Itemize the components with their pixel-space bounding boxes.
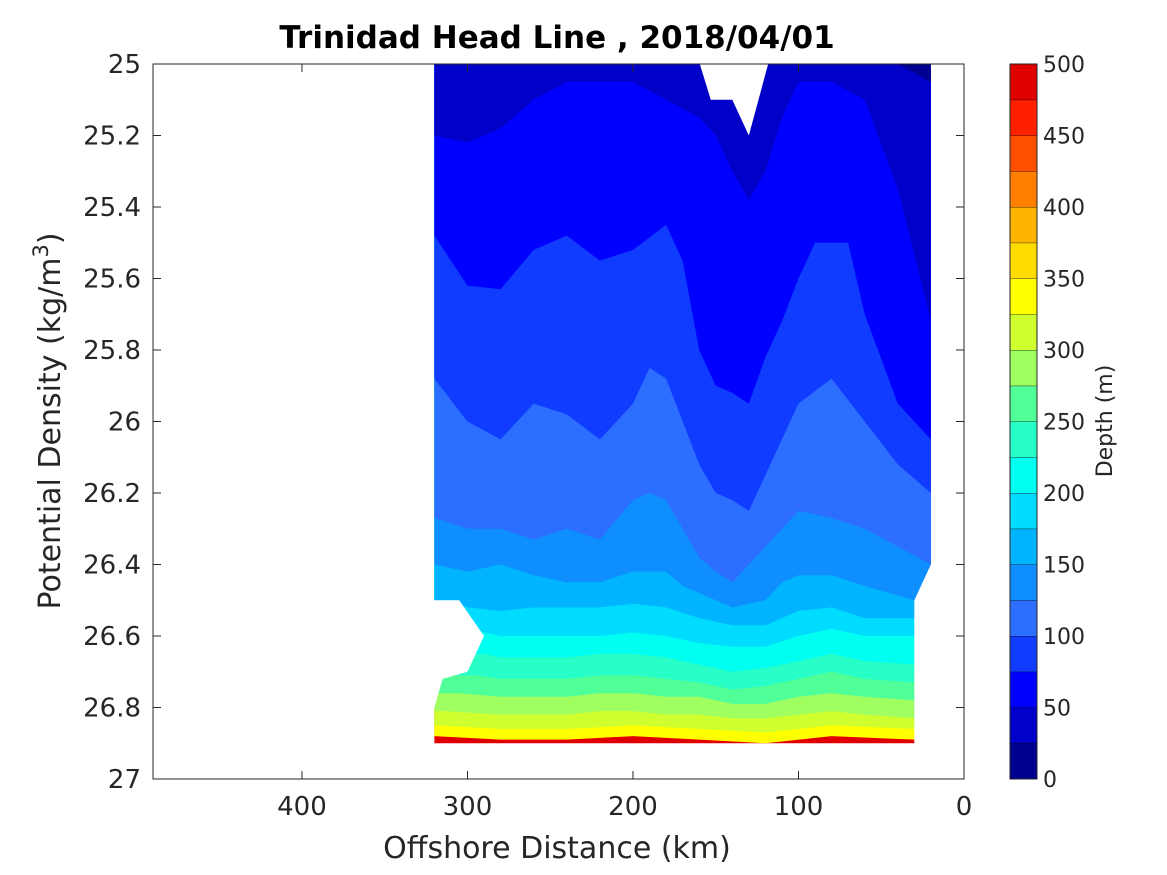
no-data-region	[914, 564, 933, 746]
colorbar-segment	[1010, 671, 1037, 708]
colorbar-tick-label: 350	[1043, 268, 1085, 293]
x-axis-title: Offshore Distance (km)	[383, 831, 731, 866]
colorbar-frame	[1009, 63, 1038, 780]
colorbar-segment	[1010, 135, 1037, 172]
y-tick-label: 26.6	[83, 622, 141, 652]
colorbar-segment	[1010, 278, 1037, 315]
y-tick-label: 26.2	[83, 479, 141, 509]
colorbar-tick-label: 100	[1043, 625, 1085, 650]
no-data-region	[432, 600, 485, 708]
x-tick-label: 0	[956, 792, 973, 822]
contour-band	[434, 64, 931, 322]
y-tick-label: 25.6	[83, 265, 141, 295]
colorbar-tick-label: 300	[1043, 339, 1085, 364]
colorbar-segment	[1010, 707, 1037, 744]
colorbar-tick-label: 150	[1043, 554, 1085, 579]
colorbar-segment	[1010, 314, 1037, 350]
contour-band	[434, 64, 931, 440]
colorbar-segment	[1010, 457, 1037, 493]
colorbar-segment	[1010, 207, 1037, 243]
colorbar-segment	[1010, 350, 1037, 386]
y-axis-ticks: 25 25.2 25.4 25.6 25.8 26 26.2 26.4 26.6 26.8 27	[83, 50, 964, 795]
colorbar-segment	[1010, 64, 1037, 100]
colorbar-tick-label: 50	[1043, 697, 1071, 722]
contour-fill-layer	[432, 64, 933, 746]
y-tick-label: 25.2	[83, 122, 141, 152]
colorbar-tick-label: 0	[1043, 768, 1057, 793]
colorbar-segment	[1010, 99, 1037, 136]
colorbar-segment	[1010, 242, 1037, 279]
chart-title: Trinidad Head Line , 2018/04/01	[279, 20, 834, 56]
y-tick-label: 25	[108, 50, 141, 80]
colorbar-segment	[1010, 743, 1037, 779]
colorbar-title: Depth (m)	[1093, 365, 1118, 478]
y-tick-label: 26	[108, 408, 141, 438]
y-tick-label: 27	[108, 765, 141, 795]
y-tick-label: 25.4	[83, 193, 141, 223]
colorbar-segment	[1010, 493, 1037, 529]
colorbar: 0 50 100 150 200 250 300 350 400 450 500	[1009, 53, 1085, 793]
colorbar-tick-label: 500	[1043, 53, 1085, 78]
y-tick-label: 25.8	[83, 336, 141, 366]
colorbar-segment	[1010, 385, 1037, 422]
colorbar-segment	[1010, 564, 1037, 601]
colorbar-tick-label: 250	[1043, 411, 1085, 436]
colorbar-tick-label: 450	[1043, 125, 1085, 150]
x-tick-label: 200	[608, 792, 658, 822]
x-tick-label: 400	[277, 792, 327, 822]
colorbar-segment	[1010, 636, 1037, 672]
colorbar-segment	[1010, 528, 1037, 565]
colorbar-tick-label: 400	[1043, 196, 1085, 221]
x-axis-ticks: 400 300 200 100 0	[277, 64, 972, 822]
colorbar-segment	[1010, 171, 1037, 207]
colorbar-segment	[1010, 600, 1037, 636]
x-tick-label: 300	[443, 792, 493, 822]
no-data-region	[699, 64, 769, 136]
colorbar-segment	[1010, 421, 1037, 458]
colorbar-tick-label: 200	[1043, 482, 1085, 507]
x-tick-label: 100	[774, 792, 824, 822]
y-axis-title: Potential Density (kg/m3)	[29, 232, 68, 609]
y-tick-label: 26.8	[83, 694, 141, 724]
y-tick-label: 26.4	[83, 551, 141, 581]
